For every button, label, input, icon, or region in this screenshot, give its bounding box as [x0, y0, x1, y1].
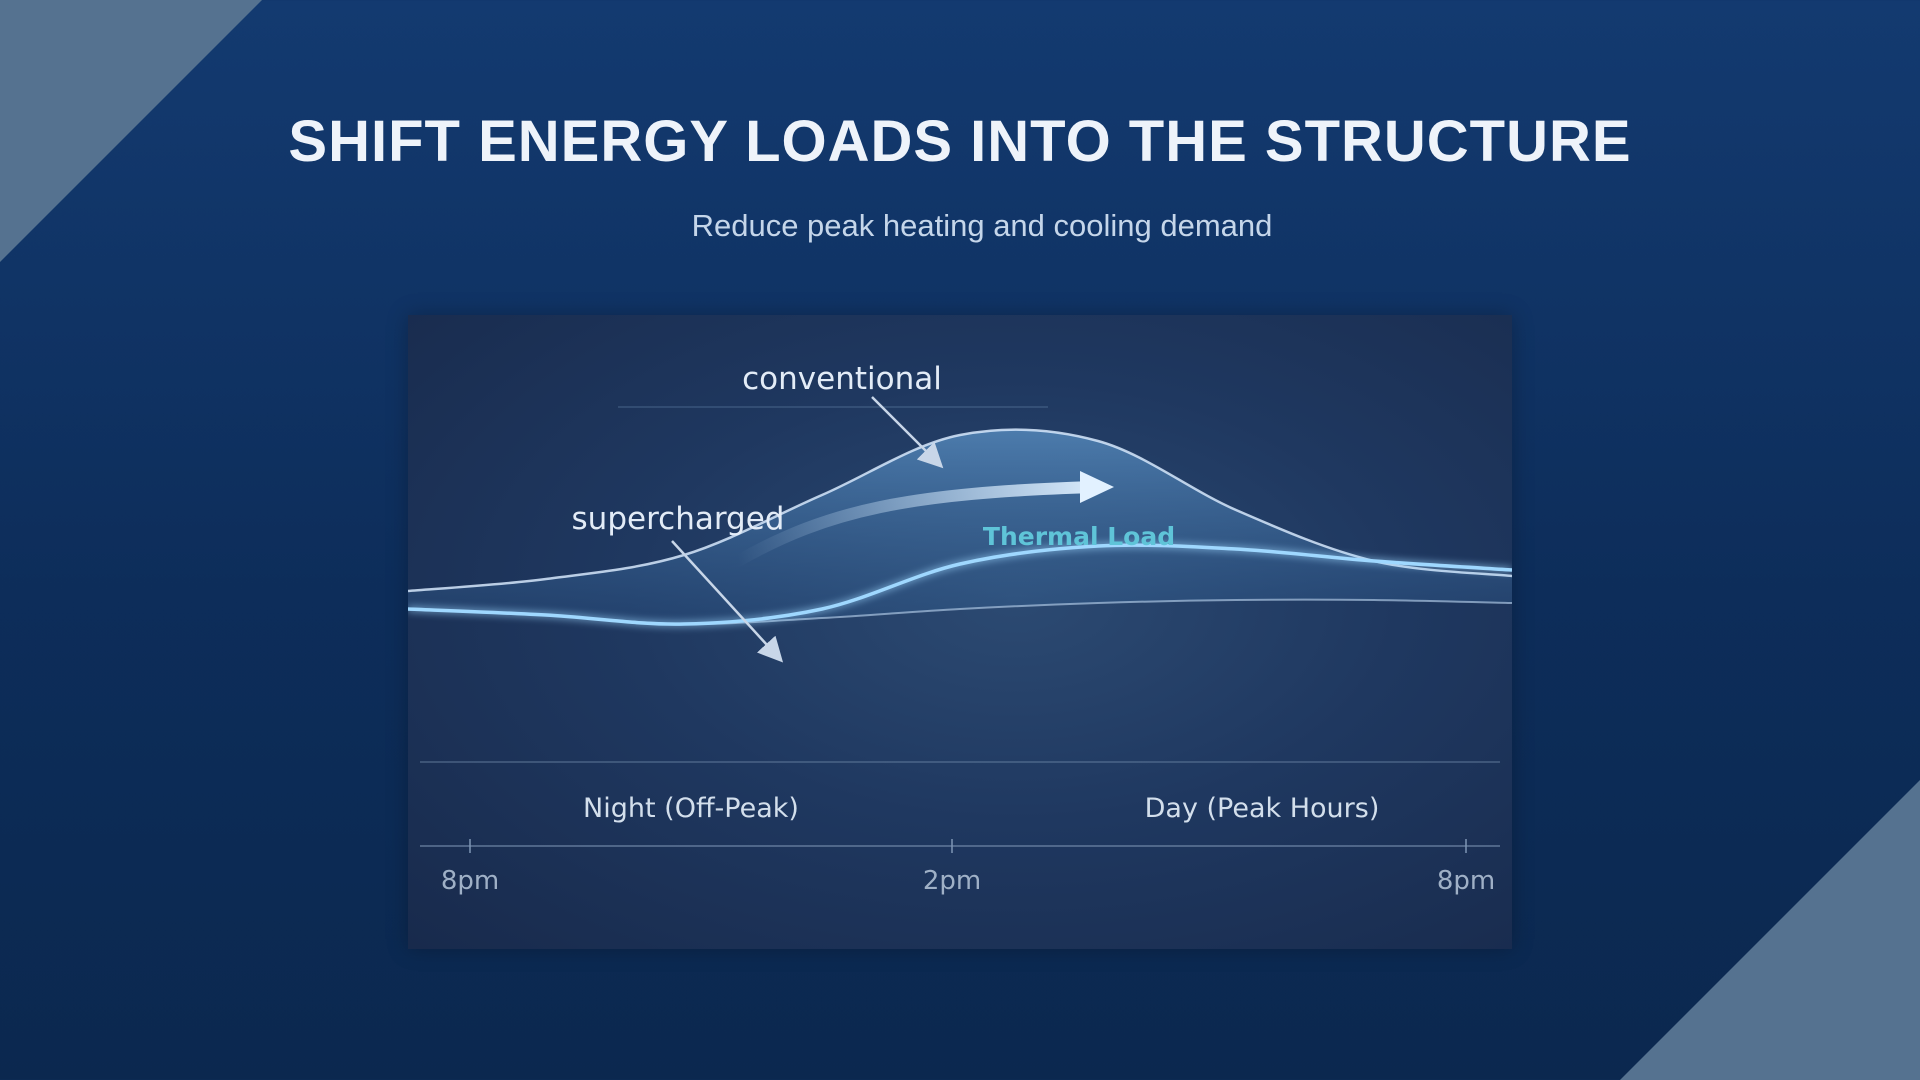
conventional-curve [408, 428, 1512, 593]
band-label-1: Day (Peak Hours) [1145, 793, 1380, 824]
thermal-load-area [408, 429, 1512, 625]
conventional-pointer [871, 396, 944, 469]
corner-accent-bottom-right [1620, 780, 1920, 1080]
time-axis-label-1: 2pm [923, 866, 981, 896]
slide-subtitle: Reduce peak heating and cooling demand [691, 208, 1273, 243]
thermal-load-chart: conventional supercharged Thermal Load Nigh… [408, 315, 1512, 949]
supercharged-annotation: supercharged [572, 501, 785, 537]
slide-title: SHIFT ENERGY LOADS INTO THE STRUCTURE [288, 109, 1632, 174]
band-label-0: Night (Off-Peak) [583, 793, 799, 824]
time-axis-label-0: 8pm [441, 866, 499, 896]
shift-arrow-shaft [732, 481, 1099, 567]
chart-svg: conventional supercharged Thermal Load Nigh… [408, 361, 1512, 896]
time-axis-label-2: 8pm [1437, 866, 1495, 896]
supercharged-curve [408, 543, 1512, 626]
supercharged-pointer [671, 540, 784, 663]
shift-arrow-head [1080, 471, 1114, 503]
conventional-annotation: conventional [742, 361, 942, 397]
thermal-load-label: Thermal Load [983, 522, 1175, 551]
